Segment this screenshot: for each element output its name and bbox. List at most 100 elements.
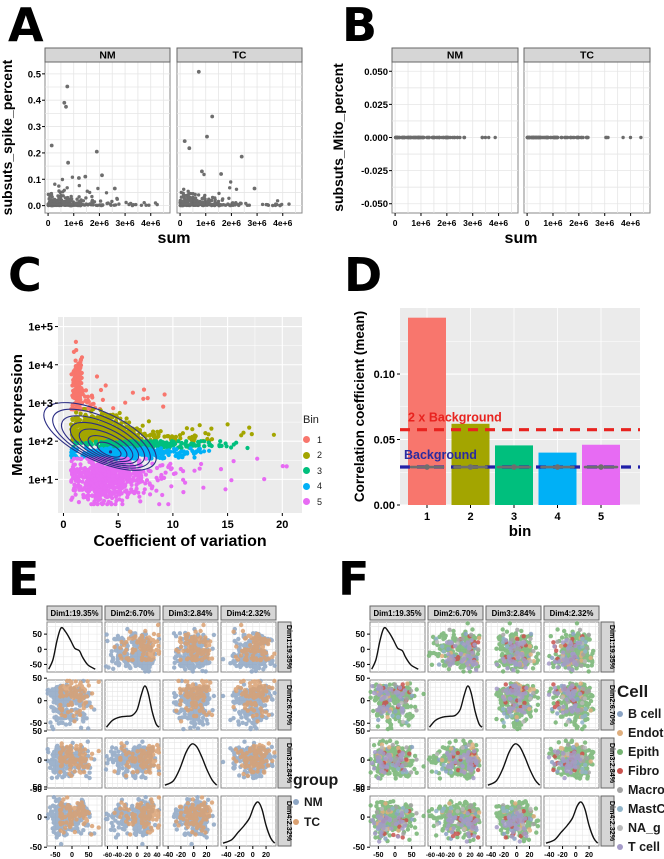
- cell-points: [45, 739, 101, 781]
- legend-item-macro: Macro: [617, 780, 664, 799]
- svg-text:-0.025: -0.025: [361, 166, 389, 177]
- svg-text:4e+6: 4e+6: [621, 218, 640, 228]
- legend-swatch: [617, 824, 623, 831]
- panel-d: 2 x Background Background 0.00 0.05 0.10 1 2 3 4…: [352, 308, 640, 540]
- legend-swatch: [617, 748, 623, 755]
- density-contours: [43, 402, 157, 471]
- legend-label: 5: [317, 496, 323, 507]
- svg-text:0.3: 0.3: [28, 122, 41, 133]
- svg-text:5: 5: [598, 511, 604, 523]
- svg-text:-0.050: -0.050: [361, 199, 388, 210]
- legend-label: 2: [317, 450, 323, 461]
- svg-text:0.0: 0.0: [28, 201, 41, 212]
- legend-item-mastc: MastC: [617, 799, 664, 818]
- svg-text:NM: NM: [447, 50, 464, 62]
- panel-e-label: E: [8, 552, 40, 606]
- svg-text:0.025: 0.025: [364, 100, 388, 111]
- cell-points: [45, 678, 101, 732]
- group-legend-items: NM TC: [293, 792, 338, 832]
- density-curve: [428, 685, 483, 728]
- cell-points: [426, 738, 482, 781]
- legend-swatch: [617, 729, 623, 736]
- legend-label: NM: [304, 795, 323, 809]
- svg-text:3e+6: 3e+6: [595, 218, 614, 228]
- legend-label: Endot: [628, 725, 664, 740]
- svg-text:2: 2: [467, 511, 473, 523]
- cell-points: [546, 621, 596, 674]
- legend-swatch: [617, 710, 623, 717]
- cell-points: [368, 681, 426, 732]
- svg-text:1e+3: 1e+3: [28, 398, 53, 410]
- legend-item-b-cell: B cell: [617, 704, 664, 723]
- svg-text:sum: sum: [158, 230, 191, 247]
- legend-swatch: [617, 805, 623, 812]
- svg-text:Background: Background: [404, 448, 477, 462]
- legend-swatch: [303, 482, 310, 490]
- svg-text:2e+6: 2e+6: [437, 218, 456, 228]
- cell-legend-items: B cell Endot Epith Fibro Macro MastC NA_g T cel…: [617, 704, 664, 856]
- bin-legend: Bin 1 2 3 4 5: [303, 414, 322, 510]
- cell-points: [546, 738, 596, 781]
- svg-text:0.1: 0.1: [28, 175, 42, 186]
- legend-item-endot: Endot: [617, 723, 664, 742]
- svg-text:3: 3: [511, 511, 517, 523]
- cell-legend: Cell B cell Endot Epith Fibro Macro MastC NA_g…: [617, 682, 664, 856]
- cell-points: [494, 621, 541, 674]
- panel-f-label: F: [338, 552, 370, 606]
- cell-points: [426, 621, 482, 674]
- legend-label: MastC: [628, 801, 664, 816]
- svg-text:1: 1: [424, 511, 430, 523]
- legend-label: 4: [317, 481, 323, 492]
- density-curve: [371, 626, 419, 670]
- svg-text:0.00: 0.00: [374, 500, 395, 512]
- legend-item-2: 2: [303, 448, 322, 464]
- legend-swatch: [303, 436, 310, 444]
- svg-text:0.2: 0.2: [28, 148, 41, 159]
- svg-text:10: 10: [167, 519, 179, 531]
- svg-text:3e+6: 3e+6: [463, 218, 482, 228]
- density-curve: [164, 743, 218, 786]
- svg-text:TC: TC: [233, 50, 247, 62]
- panel-e: Dim1:19.35% Dim2:6.70% Dim3:2.84% Dim4:2.32…: [30, 605, 294, 859]
- legend-item-t-cell: T cell: [617, 837, 664, 856]
- panel-b-points-NM: [393, 135, 497, 140]
- panel-a-points-TC: [178, 69, 291, 208]
- legend-swatch: [303, 498, 310, 506]
- bin-legend-title: Bin: [303, 414, 319, 426]
- legend-label: 1: [317, 434, 323, 445]
- cell-points: [103, 739, 162, 781]
- svg-text:0: 0: [178, 218, 183, 228]
- svg-text:1e+1: 1e+1: [28, 474, 53, 486]
- svg-text:NM: NM: [99, 50, 116, 62]
- panel-c-label: C: [8, 248, 42, 302]
- svg-text:TC: TC: [580, 50, 594, 62]
- panel-b: subsuts_Mito_percent 0.050 0.025 0.000 -0.02…: [330, 47, 651, 247]
- svg-text:Coefficient of variation: Coefficient of variation: [93, 533, 266, 550]
- svg-text:2e+6: 2e+6: [90, 218, 109, 228]
- cell-points: [220, 622, 277, 674]
- bin-legend-items: 1 2 3 4 5: [303, 432, 322, 510]
- cell-points: [45, 795, 101, 847]
- cell-points: [103, 795, 162, 847]
- cell-points: [368, 799, 426, 844]
- cell-points: [220, 739, 277, 781]
- cell-points: [546, 681, 596, 732]
- density-curve: [487, 743, 541, 786]
- legend-item-5: 5: [303, 494, 322, 510]
- legend-swatch: [303, 451, 310, 459]
- svg-text:1e+2: 1e+2: [28, 436, 53, 448]
- svg-text:0.5: 0.5: [28, 69, 42, 80]
- svg-text:2e+6: 2e+6: [222, 218, 241, 228]
- legend-item-epith: Epith: [617, 742, 664, 761]
- legend-item-3: 3: [303, 463, 322, 479]
- svg-text:0: 0: [60, 519, 66, 531]
- bar-bin-4: [538, 452, 577, 505]
- legend-label: TC: [304, 815, 320, 829]
- legend-swatch: [293, 799, 299, 805]
- panel-d-label: D: [344, 248, 383, 302]
- legend-label: NA_g: [628, 820, 661, 835]
- svg-text:bin: bin: [509, 523, 532, 540]
- legend-label: T cell: [628, 839, 660, 854]
- legend-item-na_g: NA_g: [617, 818, 664, 837]
